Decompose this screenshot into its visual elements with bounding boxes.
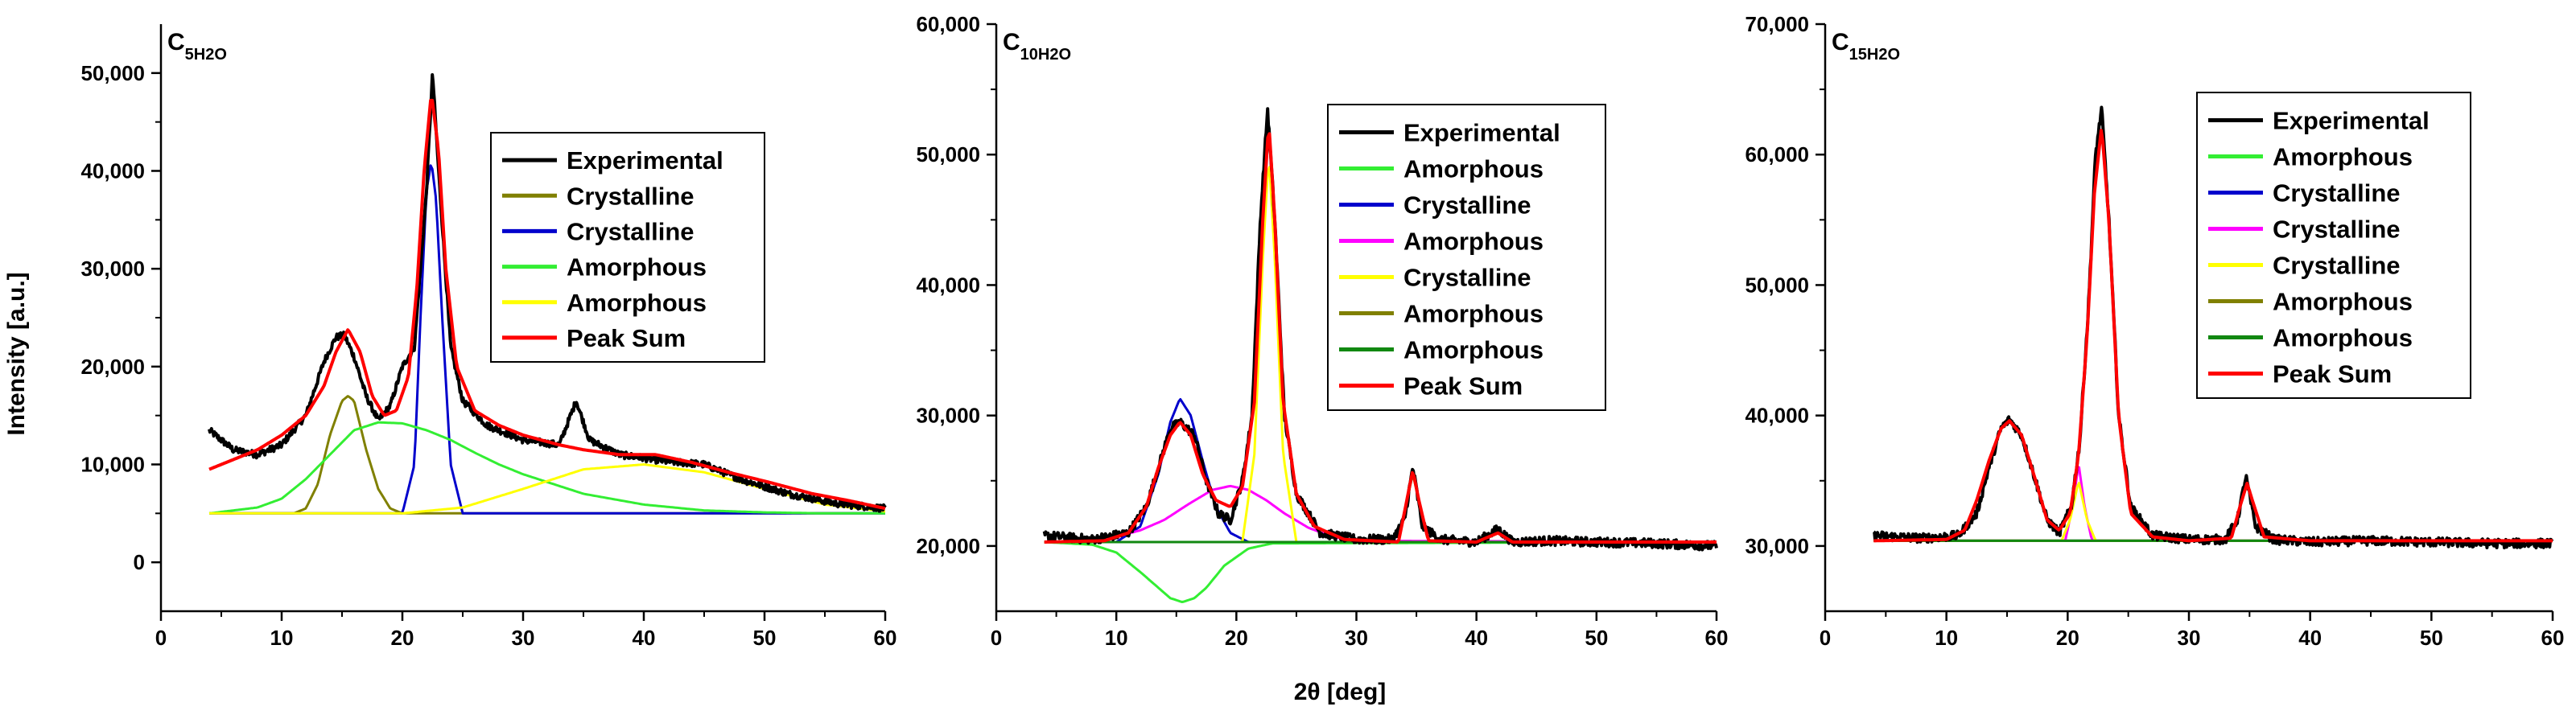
- legend-label: Amorphous: [2273, 143, 2413, 171]
- x-tick-label: 10: [1105, 626, 1128, 650]
- legend-box: [490, 132, 765, 363]
- x-tick-label: 0: [991, 626, 1002, 650]
- series-amorphous-line: [1044, 540, 1717, 603]
- x-tick-label: 30: [1345, 626, 1368, 650]
- x-tick-label: 10: [270, 626, 294, 650]
- legend-label: Amorphous: [1403, 228, 1544, 256]
- legend: Experimental Amorphous Crystalline Crystall…: [2196, 92, 2471, 399]
- legend-label: Peak Sum: [1403, 372, 1523, 401]
- x-tick-label: 0: [1820, 626, 1831, 650]
- x-tick-label: 60: [1705, 626, 1729, 650]
- legend-box: [2196, 92, 2471, 399]
- legend: Experimental Amorphous Crystalline Amorphou…: [1327, 104, 1606, 411]
- panel-label-subscript: 15H2O: [1849, 46, 1900, 64]
- x-tick-label: 40: [2298, 626, 2322, 650]
- panel-c5h2o: 0 10 20 30 40 50 60 0 10,000 20,000 30,000 40,000 50…: [80, 24, 896, 650]
- x-tick-label: 10: [1935, 626, 1958, 650]
- panel-label: C15H2O: [1832, 29, 1900, 64]
- y-tick-label: 50,000: [80, 61, 145, 85]
- y-tick-label: 60,000: [916, 12, 980, 36]
- x-tick-label: 60: [874, 626, 897, 650]
- y-tick-label: 40,000: [80, 159, 145, 183]
- x-tick-label: 30: [512, 626, 535, 650]
- y-tick-label: 60,000: [1745, 142, 1809, 166]
- series-crystalline-line: [1044, 398, 1717, 544]
- legend-label: Experimental: [567, 146, 723, 175]
- x-tick-label: 50: [2420, 626, 2443, 650]
- x-tick-label: 0: [155, 626, 167, 650]
- x-tick-label: 20: [2056, 626, 2079, 650]
- x-tick-label: 60: [2541, 626, 2565, 650]
- legend-label: Peak Sum: [567, 324, 686, 352]
- series-peak-sum-line: [208, 98, 886, 511]
- y-tick-label: 20,000: [80, 355, 145, 379]
- legend-label: Crystalline: [567, 182, 694, 210]
- y-tick-label: 30,000: [1745, 534, 1809, 558]
- legend-label: Crystalline: [567, 217, 694, 245]
- panel-c15h2o: 0 10 20 30 40 50 60 30,000 40,000 50,000 60,000 70,…: [1745, 12, 2564, 650]
- legend-label: Crystalline: [2273, 252, 2401, 280]
- series-peak-sum-line: [1873, 129, 2553, 543]
- panel-label: C5H2O: [167, 29, 227, 64]
- y-tick-label: 40,000: [916, 273, 980, 297]
- x-tick-label: 40: [633, 626, 656, 650]
- legend-label: Crystalline: [2273, 216, 2401, 244]
- y-axis-title: Intensity [a.u.]: [3, 272, 30, 435]
- legend: Experimental Crystalline Crystalline Amorph…: [490, 132, 765, 363]
- x-tick-label: 50: [753, 626, 777, 650]
- series-experimental-line: [1872, 105, 2554, 550]
- legend-label: Experimental: [1403, 119, 1560, 147]
- legend-label: Crystalline: [2273, 179, 2401, 207]
- series-peak-sum-line: [1044, 132, 1717, 544]
- x-tick-label: 30: [2178, 626, 2201, 650]
- legend-label: Peak Sum: [2273, 360, 2392, 388]
- x-tick-label: 40: [1465, 626, 1488, 650]
- panel-label-subscript: 10H2O: [1020, 46, 1071, 64]
- x-tick-label: 20: [1225, 626, 1248, 650]
- legend-label: Amorphous: [1403, 336, 1544, 364]
- y-tick-label: 50,000: [916, 142, 980, 166]
- legend-label: Experimental: [2273, 107, 2430, 135]
- x-axis-title: 2θ [deg]: [1294, 679, 1387, 705]
- x-tick-label: 20: [391, 626, 414, 650]
- legend-label: Amorphous: [1403, 300, 1544, 328]
- legend-label: Amorphous: [2273, 324, 2413, 352]
- legend-label: Amorphous: [2273, 288, 2413, 316]
- y-tick-label: 10,000: [80, 453, 145, 477]
- panel-label: C10H2O: [1003, 29, 1071, 64]
- y-tick-label: 30,000: [80, 257, 145, 281]
- panel-label-subscript: 5H2O: [185, 46, 227, 64]
- legend-label: Amorphous: [1403, 155, 1544, 183]
- series-experimental-line: [208, 73, 887, 513]
- x-tick-label: 50: [1585, 626, 1608, 650]
- y-tick-label: 20,000: [916, 534, 980, 558]
- y-tick-label: 40,000: [1745, 404, 1809, 428]
- panel-c10h2o: 0 10 20 30 40 50 60 20,000 30,000 40,000 50,000 60,…: [916, 12, 1728, 650]
- legend-label: Amorphous: [567, 253, 707, 281]
- y-tick-label: 50,000: [1745, 273, 1809, 297]
- legend-box: [1327, 104, 1606, 411]
- y-tick-label: 70,000: [1745, 12, 1809, 36]
- legend-label: Crystalline: [1403, 264, 1531, 292]
- legend-label: Amorphous: [567, 289, 707, 317]
- y-tick-label: 0: [134, 550, 145, 574]
- legend-label: Crystalline: [1403, 191, 1531, 220]
- y-tick-label: 30,000: [916, 404, 980, 428]
